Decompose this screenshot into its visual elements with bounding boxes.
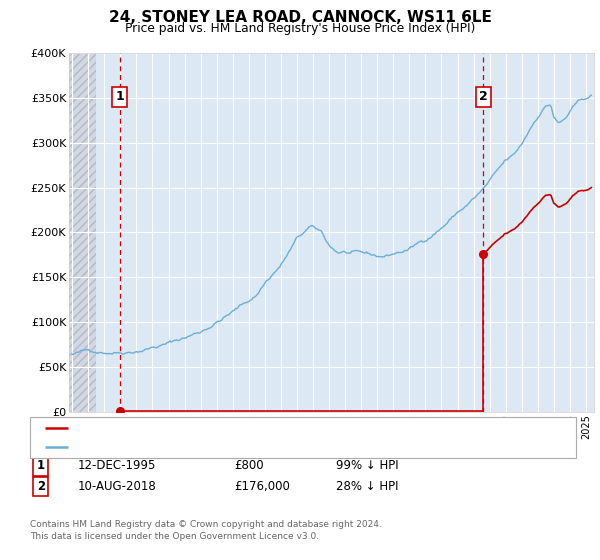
Text: £800: £800: [234, 459, 263, 473]
Bar: [69, 53, 96, 412]
Text: 10-AUG-2018: 10-AUG-2018: [78, 480, 157, 493]
Text: 2: 2: [479, 90, 488, 104]
Text: £176,000: £176,000: [234, 480, 290, 493]
Text: HPI: Average price, detached house, Cannock Chase: HPI: Average price, detached house, Cann…: [75, 442, 349, 452]
Text: 2: 2: [37, 480, 45, 493]
Text: 1: 1: [115, 90, 124, 104]
Text: 99% ↓ HPI: 99% ↓ HPI: [336, 459, 398, 473]
Text: 28% ↓ HPI: 28% ↓ HPI: [336, 480, 398, 493]
Text: Contains HM Land Registry data © Crown copyright and database right 2024.
This d: Contains HM Land Registry data © Crown c…: [30, 520, 382, 541]
Text: Price paid vs. HM Land Registry's House Price Index (HPI): Price paid vs. HM Land Registry's House …: [125, 22, 475, 35]
Text: 24, STONEY LEA ROAD, CANNOCK, WS11 6LE (detached house): 24, STONEY LEA ROAD, CANNOCK, WS11 6LE (…: [75, 423, 406, 433]
Text: 12-DEC-1995: 12-DEC-1995: [78, 459, 157, 473]
Text: 1: 1: [37, 459, 45, 473]
Text: 24, STONEY LEA ROAD, CANNOCK, WS11 6LE: 24, STONEY LEA ROAD, CANNOCK, WS11 6LE: [109, 10, 491, 25]
